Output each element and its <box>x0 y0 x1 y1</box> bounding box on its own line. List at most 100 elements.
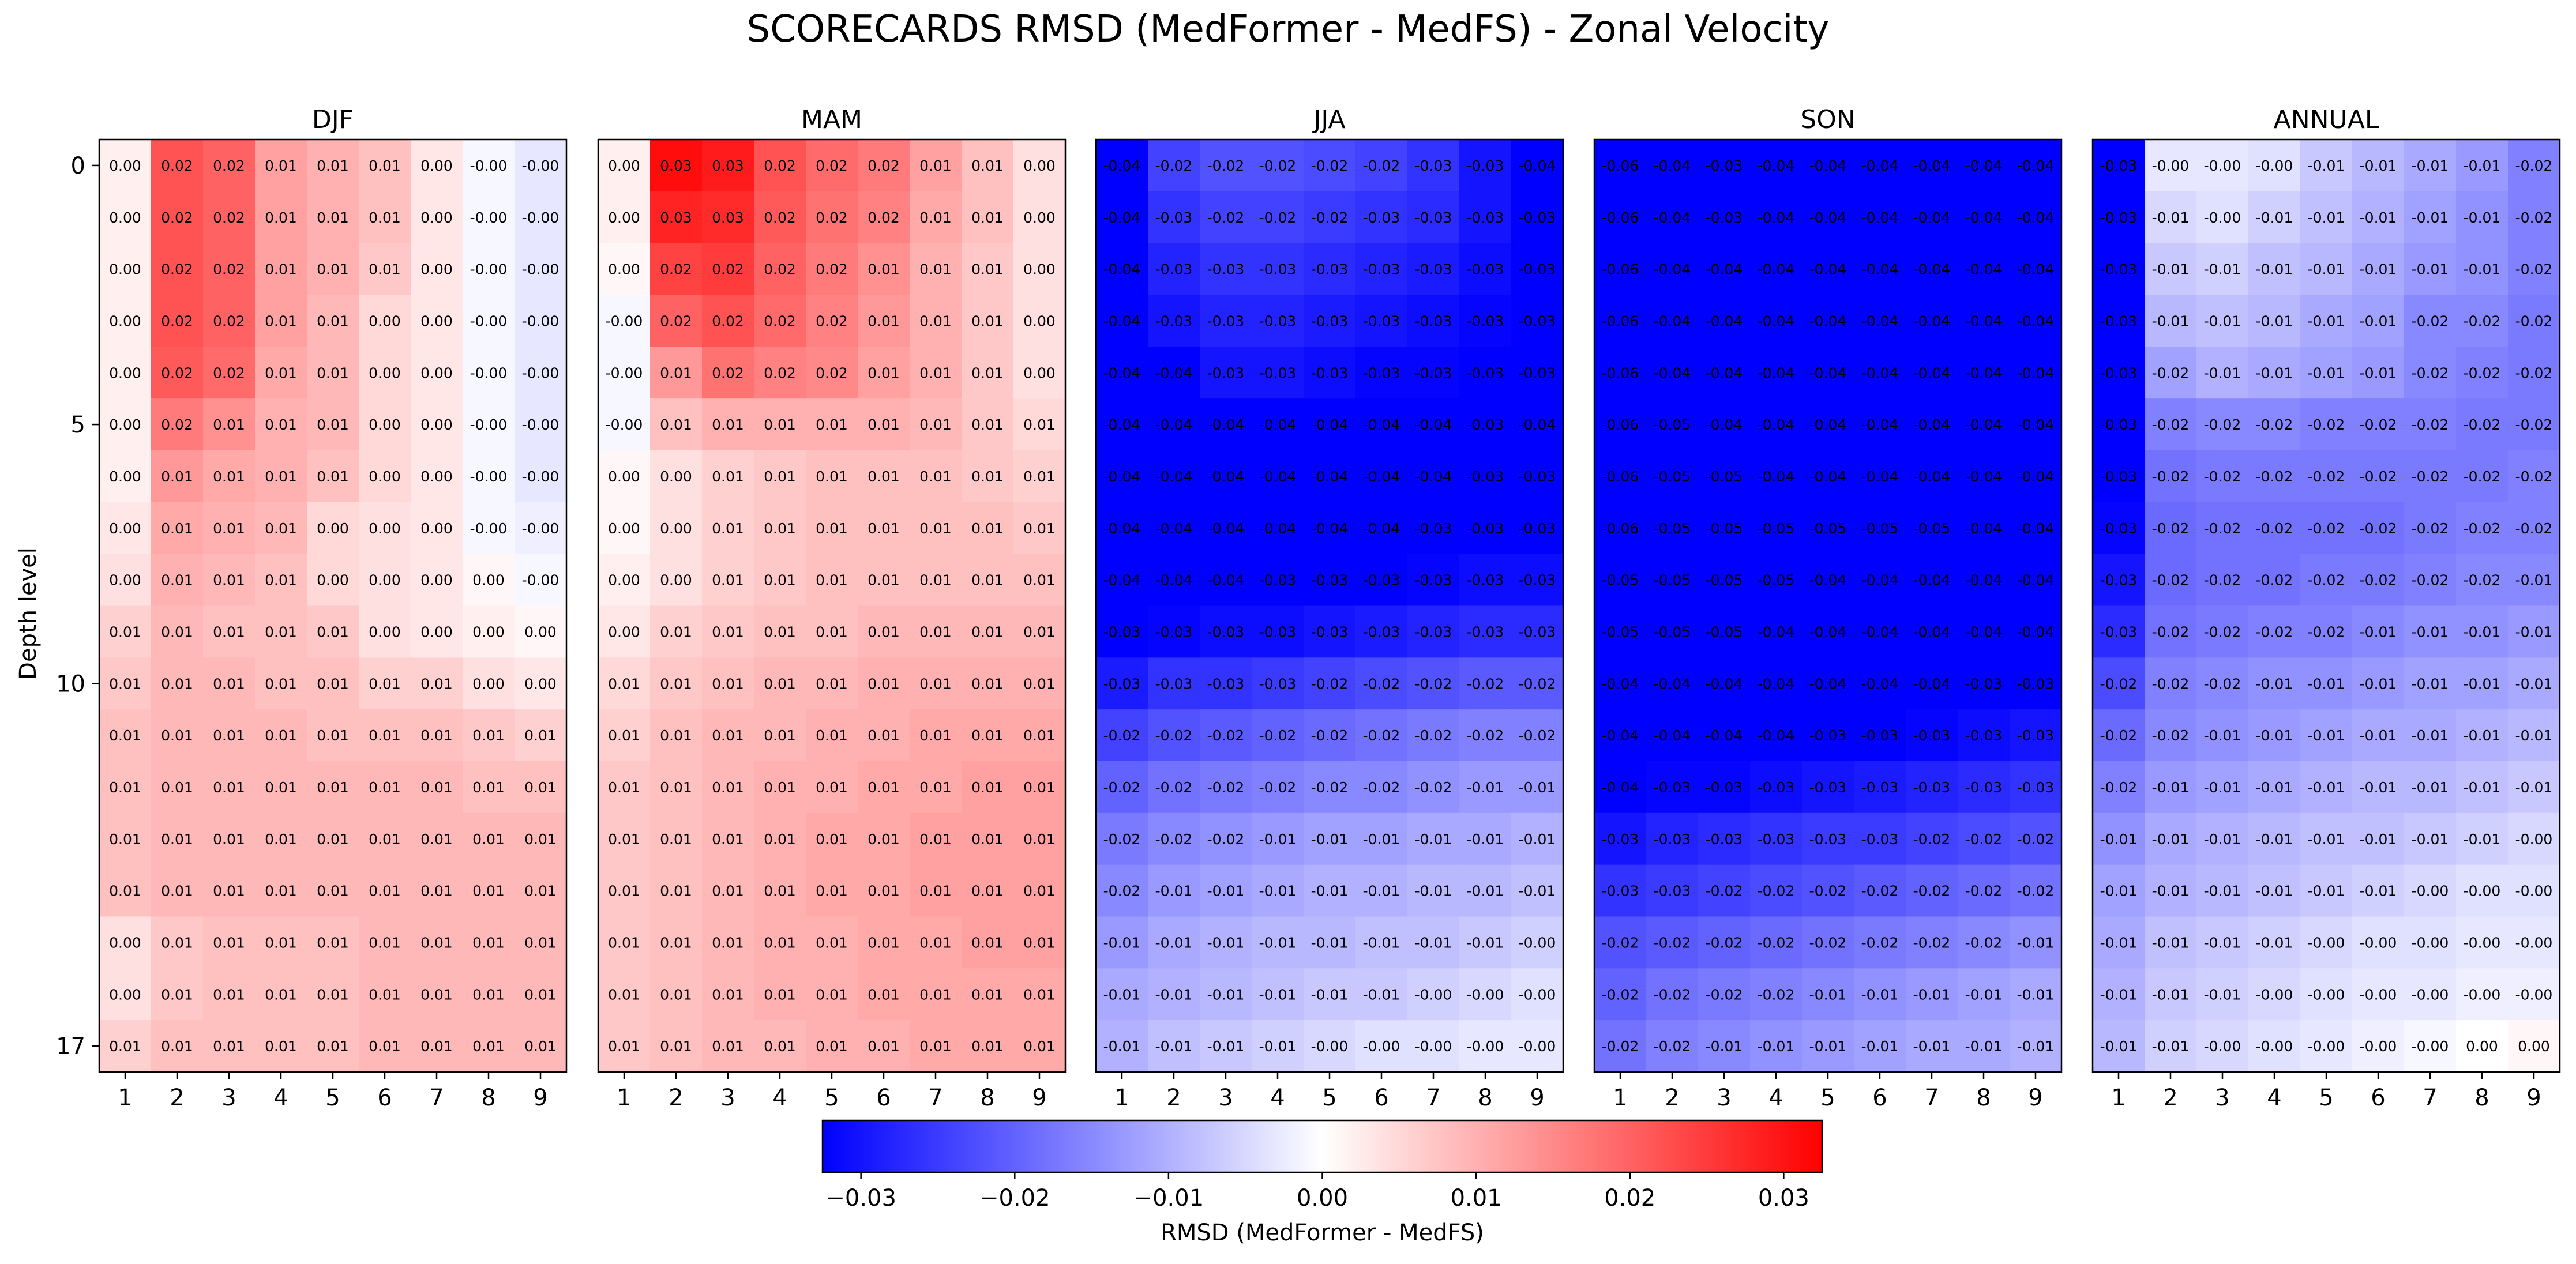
cell-label: -0.02 <box>1103 831 1141 848</box>
cell-label: -0.01 <box>2360 727 2397 744</box>
heatmap-cell <box>151 243 204 296</box>
cell-label: -0.03 <box>1965 727 2003 744</box>
cell-label: -0.04 <box>1654 364 1691 381</box>
heatmap-cell <box>702 657 754 710</box>
heatmap-cell <box>1148 864 1200 917</box>
cell-label: -0.02 <box>2412 364 2449 381</box>
cell-label: -0.01 <box>2017 934 2055 951</box>
cell-label: -0.01 <box>2017 1038 2055 1055</box>
cell-label: -0.04 <box>1103 416 1141 433</box>
cell-label: -0.04 <box>2017 520 2055 537</box>
heatmap-cell <box>2508 191 2560 244</box>
cell-label: -0.00 <box>2360 934 2397 951</box>
heatmap-cell <box>702 968 754 1021</box>
cell-label: -0.01 <box>2100 934 2138 951</box>
heatmap-cell <box>1854 916 1906 969</box>
heatmap-cell <box>1698 864 1751 917</box>
heatmap-cell <box>1459 140 1512 192</box>
cell-label: 0.01 <box>764 831 796 848</box>
heatmap-cell <box>1459 605 1512 658</box>
heatmap-cell <box>1407 916 1460 969</box>
heatmap-cell <box>806 450 858 503</box>
cell-label: 0.02 <box>161 416 193 433</box>
heatmap-cell <box>1252 554 1304 607</box>
cell-label: -0.03 <box>1861 779 1899 796</box>
cell-label: 0.01 <box>1023 572 1056 589</box>
heatmap-cell <box>359 347 411 399</box>
cell-label: 0.01 <box>919 623 952 640</box>
cell-label: 0.01 <box>265 779 297 796</box>
heatmap-cell <box>858 1020 910 1073</box>
cell-label: -0.02 <box>1103 779 1141 796</box>
cell-label: 0.01 <box>265 831 297 848</box>
cell-label: -0.04 <box>1965 416 2003 433</box>
heatmap-cell <box>1511 605 1564 658</box>
cell-label: -0.04 <box>1809 468 1847 485</box>
heatmap-cell <box>2456 916 2509 969</box>
cell-label: -0.01 <box>2515 779 2553 796</box>
cell-label: -0.02 <box>2256 572 2293 589</box>
cell-label: -0.01 <box>2256 675 2293 692</box>
heatmap-cell <box>2404 812 2457 866</box>
heatmap-cell <box>2404 398 2457 451</box>
cell-label: -0.00 <box>2204 1038 2241 1055</box>
cell-label: -0.03 <box>1706 779 1743 796</box>
heatmap-cell <box>962 968 1014 1021</box>
heatmap-cell <box>1802 347 1854 399</box>
cell-label: -0.04 <box>1103 313 1141 329</box>
cell-label: 0.01 <box>764 468 796 485</box>
cell-label: 0.01 <box>1023 675 1056 692</box>
cell-label: -0.02 <box>1311 675 1349 692</box>
cell-label: 0.01 <box>161 831 193 848</box>
heatmap-cell <box>2196 243 2249 296</box>
heatmap-cell <box>1148 968 1200 1021</box>
heatmap-cell <box>1594 916 1647 969</box>
cell-label: -0.04 <box>1207 416 1245 433</box>
cell-label: -0.02 <box>1259 209 1297 226</box>
cell-label: 0.01 <box>712 572 744 589</box>
heatmap-cell <box>2248 812 2301 866</box>
heatmap-cell <box>2196 916 2249 969</box>
heatmap-cell <box>702 243 754 296</box>
heatmap-cell <box>411 295 463 347</box>
cell-label: -0.02 <box>2152 727 2190 744</box>
cell-label: -0.03 <box>1311 572 1349 589</box>
heatmap-cell <box>2196 657 2249 710</box>
cell-label: -0.01 <box>1415 831 1452 848</box>
heatmap-cell <box>702 554 754 607</box>
heatmap-cell <box>515 709 567 762</box>
heatmap-cell <box>2404 709 2457 762</box>
cell-label: 0.02 <box>764 157 796 174</box>
heatmap-cell <box>2196 398 2249 451</box>
heatmap-cell <box>151 812 204 866</box>
cell-label: -0.04 <box>1758 416 1795 433</box>
heatmap-cell <box>1459 243 1512 296</box>
heatmap-cell <box>1355 450 1408 503</box>
heatmap-cell <box>1511 657 1564 710</box>
heatmap-cell <box>2300 140 2353 192</box>
cell-label: -0.01 <box>2412 779 2449 796</box>
heatmap-cell <box>2196 502 2249 555</box>
heatmap-cell <box>910 761 962 814</box>
heatmap-cell <box>910 398 962 451</box>
cell-label: -0.02 <box>2152 364 2190 381</box>
cell-label: -0.03 <box>1913 779 1951 796</box>
heatmap-cell <box>1906 916 1958 969</box>
cell-label: -0.01 <box>1311 986 1349 1003</box>
cell-label: -0.02 <box>2360 520 2397 537</box>
heatmap-cell <box>203 295 256 347</box>
heatmap-cell <box>1646 554 1699 607</box>
heatmap-cell <box>1646 761 1699 814</box>
heatmap-cell <box>2456 1020 2509 1073</box>
heatmap-cell <box>411 450 463 503</box>
cell-label: 0.01 <box>764 883 796 900</box>
cell-label: -0.04 <box>1758 261 1795 278</box>
heatmap-cell <box>1148 191 1200 244</box>
cell-label: -0.04 <box>1758 675 1795 692</box>
cell-label: 0.01 <box>265 520 297 537</box>
cell-label: -0.00 <box>1363 1038 1400 1055</box>
cell-label: -0.02 <box>2360 572 2397 589</box>
heatmap-cell <box>1013 450 1066 503</box>
heatmap-cell <box>962 761 1014 814</box>
cell-label: -0.02 <box>1207 727 1245 744</box>
